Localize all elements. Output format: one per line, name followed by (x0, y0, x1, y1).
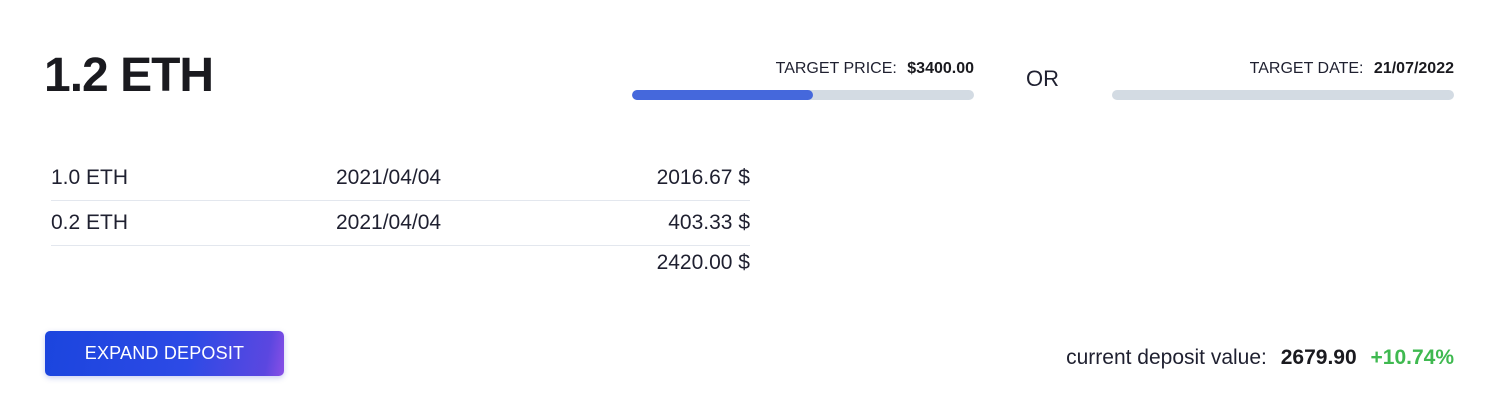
deposit-amount: 0.2 ETH (51, 200, 336, 246)
deposit-total: 2420.00 $ (656, 251, 750, 274)
deposits-table: 1.0 ETH 2021/04/04 2016.67 $ 0.2 ETH 202… (51, 156, 750, 280)
deposit-date: 2021/04/04 (336, 156, 566, 201)
target-price-progress-track (632, 90, 974, 100)
target-price-label: TARGET PRICE: (775, 60, 897, 77)
target-date-progress-track (1112, 90, 1454, 100)
current-deposit-change: +10.74% (1370, 346, 1455, 369)
target-price-block: TARGET PRICE: $3400.00 (632, 60, 974, 100)
table-total-row: 2420.00 $ (51, 246, 750, 281)
table-row: 1.0 ETH 2021/04/04 2016.67 $ (51, 156, 750, 201)
or-separator: OR (1026, 66, 1059, 91)
target-date-label-row: TARGET DATE: 21/07/2022 (1112, 60, 1454, 78)
current-deposit-summary: current deposit value: 2679.90 +10.74% (1066, 346, 1454, 370)
target-date-value: 21/07/2022 (1373, 60, 1454, 77)
target-date-block: TARGET DATE: 21/07/2022 (1112, 60, 1454, 100)
target-price-value: $3400.00 (907, 60, 974, 77)
total-empty-cell (51, 246, 336, 281)
target-price-label-row: TARGET PRICE: $3400.00 (632, 60, 974, 78)
expand-deposit-button[interactable]: EXPAND DEPOSIT (45, 331, 284, 376)
page-title: 1.2 ETH (44, 49, 214, 102)
deposit-value: 2016.67 $ (566, 156, 750, 201)
current-deposit-value: 2679.90 (1280, 346, 1357, 369)
current-deposit-label: current deposit value: (1066, 346, 1267, 369)
target-date-label: TARGET DATE: (1249, 60, 1364, 77)
deposit-amount: 1.0 ETH (51, 156, 336, 201)
total-empty-cell (336, 246, 566, 281)
deposit-date: 2021/04/04 (336, 200, 566, 246)
table-row: 0.2 ETH 2021/04/04 403.33 $ (51, 200, 750, 246)
target-price-progress-fill (632, 90, 814, 100)
deposit-value: 403.33 $ (566, 200, 750, 246)
